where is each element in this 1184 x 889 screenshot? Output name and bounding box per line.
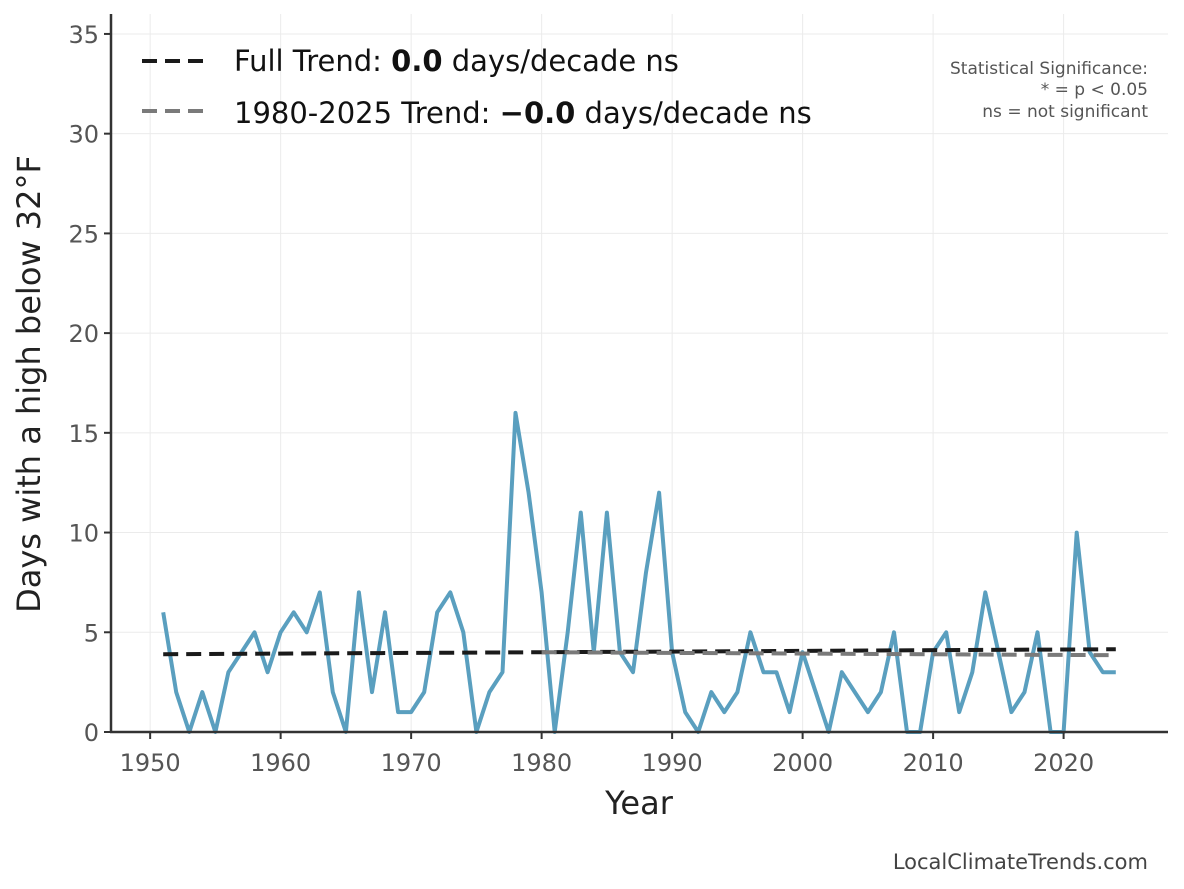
x-tick-label: 1950 xyxy=(120,749,181,777)
legend: Full Trend: 0.0 days/decade ns 1980-2025… xyxy=(142,44,812,130)
y-tick-label: 30 xyxy=(68,121,99,149)
significance-p: * = p < 0.05 xyxy=(1041,80,1148,100)
significance-title: Statistical Significance: xyxy=(950,59,1148,79)
footer-credit: LocalClimateTrends.com xyxy=(893,850,1148,874)
x-tick-label: 2010 xyxy=(903,749,964,777)
y-tick-label: 15 xyxy=(68,420,99,448)
y-tick-label: 5 xyxy=(84,619,99,647)
x-tick-label: 2020 xyxy=(1033,749,1094,777)
plot-area xyxy=(161,410,1116,734)
x-tick-label: 1990 xyxy=(642,749,703,777)
y-tick-label: 10 xyxy=(68,520,99,548)
trend-line xyxy=(163,647,1116,657)
trend-lines xyxy=(163,647,1116,658)
legend-label-full-trend: Full Trend: 0.0 days/decade ns xyxy=(234,44,679,78)
y-axis-title: Days with a high below 32°F xyxy=(10,155,48,613)
tick-labels: 0 5 10 15 20 25 30 35 1950 1960 1970 1980 1990 2000 20… xyxy=(68,21,1094,777)
significance-note: Statistical Significance: * = p < 0.05 n… xyxy=(950,59,1148,122)
legend-label-1980-2025-trend: 1980-2025 Trend: −0.0 days/decade ns xyxy=(234,96,812,130)
series-line xyxy=(161,410,1116,734)
significance-ns: ns = not significant xyxy=(982,102,1148,122)
x-tick-label: 1970 xyxy=(381,749,442,777)
y-tick-label: 35 xyxy=(68,21,99,49)
y-tick-label: 25 xyxy=(68,220,99,248)
y-tick-label: 0 xyxy=(84,719,99,747)
x-tick-label: 1960 xyxy=(250,749,311,777)
axes xyxy=(104,14,1168,739)
x-tick-label: 2000 xyxy=(772,749,833,777)
trend-line xyxy=(541,650,1116,658)
y-tick-label: 20 xyxy=(68,320,99,348)
grid xyxy=(111,14,1168,733)
x-axis-title: Year xyxy=(604,784,674,822)
x-tick-label: 1980 xyxy=(511,749,572,777)
